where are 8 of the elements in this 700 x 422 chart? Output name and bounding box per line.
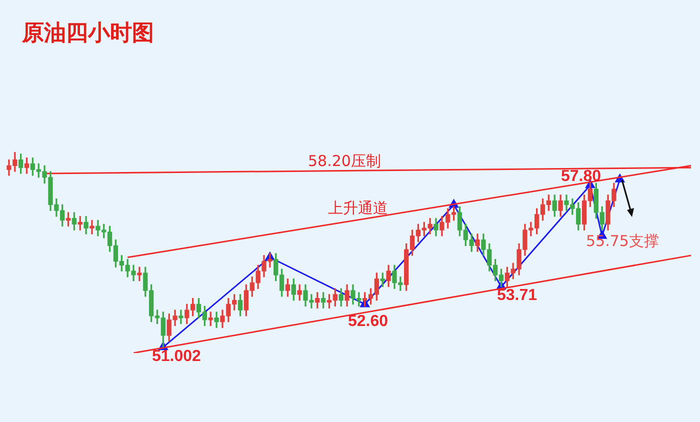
annotation: 58.20压制 xyxy=(308,152,381,171)
annotation: 57.80 xyxy=(561,168,602,186)
text: 51.002 xyxy=(152,348,201,366)
chart-title: 原油四小时图 xyxy=(22,20,154,48)
annotation: 上升通道 xyxy=(328,199,388,218)
annotation: 52.60 xyxy=(348,313,388,331)
annotation: 53.71 xyxy=(497,287,538,305)
annotation: 55.75支撑 xyxy=(586,232,659,251)
